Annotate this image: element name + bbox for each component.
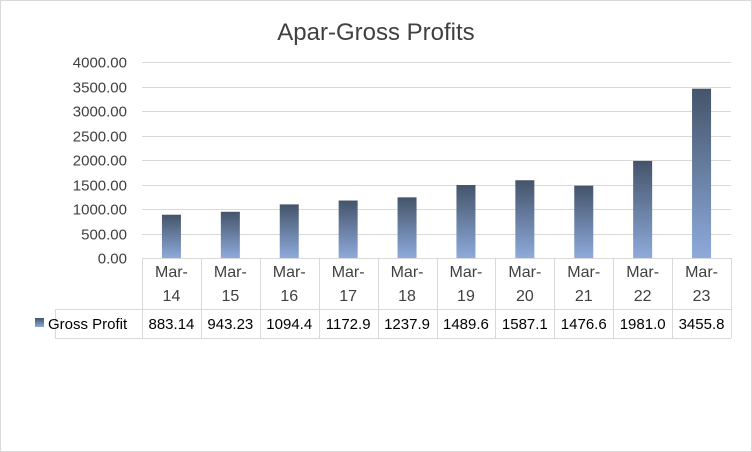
x-tick-label: Mar- [450,264,483,281]
data-table-value: 1094.4 [266,316,312,333]
x-tick-label: Mar- [273,264,306,281]
x-tick-label: 17 [339,288,357,305]
y-tick-label: 500.00 [81,227,127,244]
bar [633,160,653,258]
x-tick-label: 21 [575,288,593,305]
data-table-value: 1476.6 [561,316,607,333]
bar [515,180,535,258]
bar [220,211,240,258]
x-tick-label: Mar- [391,264,424,281]
x-tick-label: Mar- [155,264,188,281]
y-tick-label: 1500.00 [73,178,127,195]
data-table-value: 883.14 [149,316,195,333]
bar [161,214,181,258]
y-tick-label: 3000.00 [73,104,127,121]
data-table-value: 1237.9 [384,316,430,333]
x-tick-label: 18 [398,288,416,305]
y-tick-label: 0.00 [98,251,127,268]
y-tick-label: 4000.00 [73,55,127,72]
y-tick-label: 2000.00 [73,153,127,170]
y-tick-label: 3500.00 [73,80,127,97]
y-tick-label: 2500.00 [73,129,127,146]
chart-title: Apar-Gross Profits [277,19,475,46]
x-tick-label: Mar- [508,264,541,281]
x-tick-label: Mar- [567,264,600,281]
data-table-value: 1172.9 [326,316,371,333]
x-tick-label: Mar- [214,264,247,281]
y-tick-label: 1000.00 [73,202,127,219]
x-tick-label: 15 [221,288,239,305]
bar [279,204,299,258]
data-table-value: 943.23 [207,316,253,333]
x-tick-label: 20 [516,288,534,305]
x-tick-label: 23 [693,288,711,305]
data-table-value: 3455.8 [679,316,725,333]
bar [338,200,358,258]
x-tick-label: 14 [163,288,181,305]
bar [397,197,417,258]
x-tick-label: 19 [457,288,475,305]
x-tick-label: 16 [280,288,298,305]
data-table-value: 1489.6 [443,316,489,333]
bar [574,185,594,258]
legend-key-inner [35,318,44,327]
x-tick-label: Mar- [332,264,365,281]
bar [692,88,712,258]
x-tick-label: 22 [634,288,652,305]
legend-label: Gross Profit [48,316,128,333]
bar [456,185,476,258]
data-table-value: 1981.0 [620,316,666,333]
x-tick-label: Mar- [685,264,718,281]
x-tick-label: Mar- [626,264,659,281]
data-table-value: 1587.1 [502,316,548,333]
